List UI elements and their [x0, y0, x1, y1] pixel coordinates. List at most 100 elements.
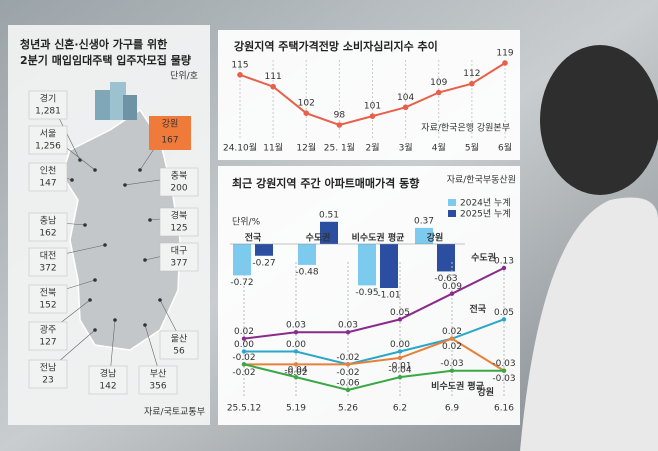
region-name: 서울 — [40, 129, 57, 140]
data-label: -0.95 — [355, 288, 378, 298]
data-label: -0.48 — [295, 267, 319, 277]
region-dot — [123, 183, 127, 187]
x-tick-label: 5월 — [465, 142, 479, 154]
data-label: 0.02 — [234, 327, 254, 337]
region-box — [28, 125, 68, 155]
bar — [320, 221, 338, 244]
region-name: 광주 — [40, 324, 57, 336]
legend-label: 2025년 누계 — [460, 208, 511, 220]
point — [501, 368, 507, 373]
data-label: 0.05 — [494, 308, 514, 318]
region-name: 충남 — [40, 216, 57, 227]
legend-swatch — [448, 210, 456, 217]
region-box — [159, 167, 199, 197]
region-value: 1,256 — [35, 142, 61, 152]
source: 자료/한국은행 강원본부 — [421, 122, 510, 134]
region-value: 125 — [170, 224, 187, 234]
region-dot — [158, 298, 162, 302]
region-box — [28, 162, 68, 192]
region-name: 경북 — [171, 210, 188, 222]
category-label: 전국 — [245, 232, 262, 244]
line — [243, 267, 505, 340]
region-dot — [113, 318, 117, 322]
region-value: 356 — [149, 382, 166, 392]
region-dot — [143, 258, 147, 262]
point — [435, 89, 442, 96]
data-label: 115 — [231, 60, 248, 70]
region-box — [28, 284, 68, 314]
x-tick-label: 6.16 — [494, 404, 514, 414]
series-label: 강원 — [477, 386, 494, 398]
region-dot — [103, 243, 107, 247]
region-box — [159, 207, 199, 237]
region-value: 162 — [39, 229, 56, 239]
data-label: 119 — [496, 49, 513, 59]
data-label: 104 — [397, 93, 414, 103]
data-label: -0.27 — [252, 258, 275, 268]
region-box — [28, 321, 68, 351]
data-label: -0.03 — [492, 359, 515, 369]
point — [397, 374, 403, 380]
region-box — [88, 365, 128, 395]
region-dot — [93, 328, 97, 332]
data-label: 0.51 — [319, 210, 339, 220]
data-label: -0.02 — [336, 353, 359, 363]
data-label: -0.72 — [230, 278, 253, 288]
x-tick-label: 6.2 — [393, 404, 407, 414]
region-value: 377 — [170, 259, 187, 269]
region-dot — [93, 168, 97, 172]
chart-title: 강원지역 주택가격전망 소비자심리지수 추이 — [234, 39, 438, 53]
category-label: 강원 — [427, 232, 444, 244]
data-label: 98 — [334, 111, 346, 121]
point — [369, 113, 376, 119]
data-label: 0.00 — [286, 340, 306, 350]
bar — [437, 244, 455, 272]
data-label: 0.37 — [414, 216, 434, 226]
category-label: 수도권 — [306, 232, 331, 244]
data-label: -0.63 — [434, 274, 457, 284]
region-name: 경남 — [100, 368, 117, 380]
region-value: 147 — [39, 179, 56, 189]
data-label: -0.02 — [284, 368, 307, 378]
legend-swatch — [448, 199, 456, 206]
data-label: 0.03 — [286, 321, 306, 331]
data-label: -0.06 — [336, 379, 360, 389]
region-box — [28, 359, 68, 389]
data-label: -0.01 — [388, 361, 411, 371]
data-label: 0.03 — [338, 321, 358, 331]
region-name: 대전 — [40, 251, 57, 262]
region-dot — [138, 168, 142, 172]
point — [469, 80, 475, 87]
point — [270, 83, 276, 90]
region-name: 울산 — [171, 334, 188, 345]
point — [241, 362, 247, 367]
bar — [358, 244, 376, 286]
bar — [415, 227, 433, 244]
point — [293, 374, 299, 380]
bar — [233, 244, 251, 276]
region-box — [159, 242, 199, 272]
point — [501, 265, 507, 271]
region-value: 167 — [161, 136, 178, 146]
data-label: -0.03 — [440, 359, 463, 369]
data-label: 0.05 — [390, 308, 410, 318]
source: 자료/한국부동산원 — [447, 175, 516, 186]
region-dot — [93, 278, 97, 282]
x-tick-label: 6월 — [498, 142, 512, 154]
point — [293, 349, 299, 354]
data-label: -0.02 — [232, 353, 255, 363]
region-box — [28, 247, 68, 277]
series-label: 수도권 — [471, 252, 496, 264]
x-tick-label: 3월 — [399, 142, 413, 154]
region-name: 대구 — [171, 246, 188, 257]
region-name: 부산 — [150, 369, 167, 380]
x-tick-label: 12월 — [296, 142, 316, 154]
x-tick-label: 6.9 — [445, 404, 460, 414]
region-value: 152 — [39, 301, 56, 311]
x-tick-label: 5.26 — [338, 404, 358, 414]
region-value: 23 — [42, 376, 53, 386]
point — [397, 355, 403, 361]
region-name: 인천 — [40, 166, 57, 177]
point — [293, 362, 299, 367]
data-label: 111 — [265, 72, 282, 82]
